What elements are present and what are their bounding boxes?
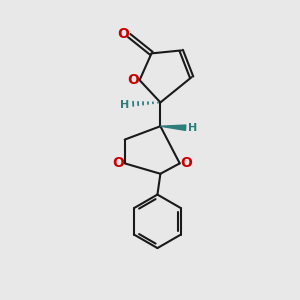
- Polygon shape: [160, 125, 186, 130]
- Text: O: O: [117, 27, 129, 41]
- Text: O: O: [112, 156, 124, 170]
- Text: O: O: [180, 156, 192, 170]
- Text: H: H: [120, 100, 129, 110]
- Text: O: O: [127, 73, 139, 87]
- Text: H: H: [188, 123, 197, 133]
